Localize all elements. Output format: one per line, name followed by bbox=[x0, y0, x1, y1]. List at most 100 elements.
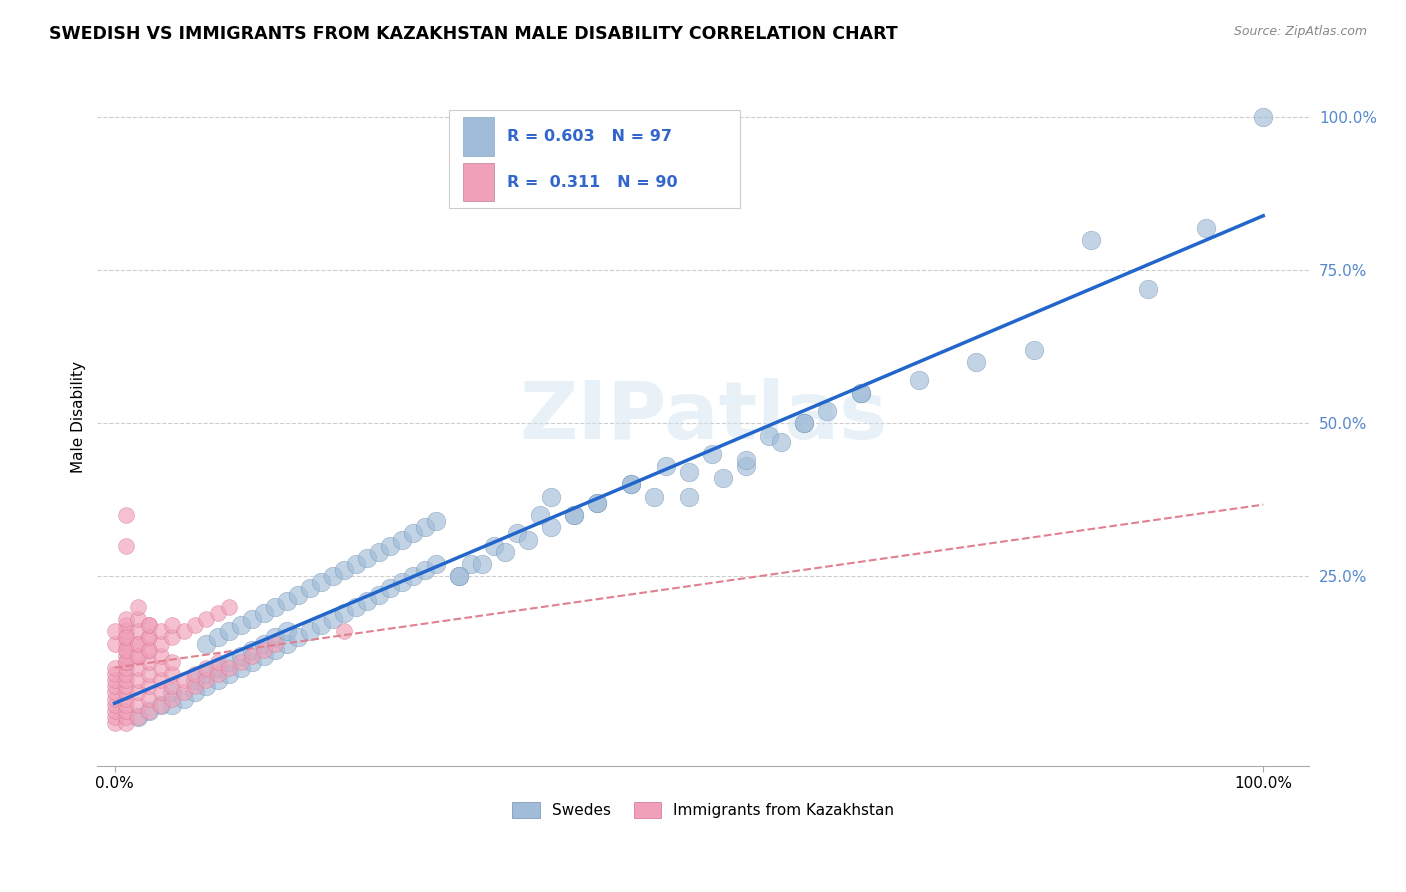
Point bbox=[160, 655, 183, 669]
Text: SWEDISH VS IMMIGRANTS FROM KAZAKHSTAN MALE DISABILITY CORRELATION CHART: SWEDISH VS IMMIGRANTS FROM KAZAKHSTAN MA… bbox=[49, 25, 898, 43]
Point bbox=[367, 545, 389, 559]
Point bbox=[562, 508, 585, 522]
Point bbox=[115, 667, 138, 681]
Point bbox=[1251, 111, 1274, 125]
Point bbox=[586, 496, 609, 510]
Point bbox=[173, 691, 195, 706]
Point bbox=[380, 539, 402, 553]
Point bbox=[207, 631, 229, 645]
Point bbox=[149, 673, 172, 688]
Point bbox=[333, 624, 356, 639]
Point bbox=[529, 508, 551, 522]
Point bbox=[103, 698, 125, 712]
Point bbox=[149, 636, 172, 650]
Point bbox=[115, 648, 138, 663]
Point bbox=[218, 661, 240, 675]
Point bbox=[253, 642, 276, 657]
Point bbox=[149, 685, 172, 699]
Point bbox=[127, 636, 149, 650]
Point bbox=[127, 661, 149, 675]
Point bbox=[103, 673, 125, 688]
Point bbox=[138, 642, 160, 657]
Point bbox=[115, 698, 138, 712]
Point bbox=[402, 569, 425, 583]
Y-axis label: Male Disability: Male Disability bbox=[72, 361, 86, 473]
Point bbox=[160, 618, 183, 632]
Point bbox=[264, 599, 287, 614]
Point bbox=[195, 636, 218, 650]
Point bbox=[367, 588, 389, 602]
Point bbox=[333, 563, 356, 577]
Point bbox=[115, 716, 138, 731]
Point bbox=[229, 618, 252, 632]
Point bbox=[758, 428, 780, 442]
Point bbox=[711, 471, 734, 485]
Point bbox=[218, 624, 240, 639]
Point bbox=[207, 661, 229, 675]
Point bbox=[391, 533, 413, 547]
Point bbox=[103, 636, 125, 650]
Bar bbox=[464, 162, 494, 201]
Point bbox=[103, 716, 125, 731]
Point bbox=[138, 618, 160, 632]
Point bbox=[311, 618, 333, 632]
Point bbox=[505, 526, 527, 541]
Point bbox=[793, 417, 815, 431]
Point bbox=[449, 569, 471, 583]
Point bbox=[138, 631, 160, 645]
Point bbox=[103, 679, 125, 693]
Point bbox=[620, 477, 643, 491]
Point bbox=[851, 385, 873, 400]
Point bbox=[149, 648, 172, 663]
Point bbox=[115, 661, 138, 675]
Point bbox=[138, 679, 160, 693]
Point bbox=[700, 447, 723, 461]
Point bbox=[253, 606, 276, 620]
Point bbox=[127, 648, 149, 663]
Point bbox=[184, 685, 207, 699]
Point bbox=[127, 636, 149, 650]
Point bbox=[333, 606, 356, 620]
Point bbox=[160, 679, 183, 693]
Point bbox=[735, 459, 758, 474]
Point bbox=[322, 612, 344, 626]
Point bbox=[173, 685, 195, 699]
Point bbox=[907, 374, 929, 388]
Point bbox=[413, 520, 436, 534]
Point bbox=[655, 459, 678, 474]
Point bbox=[127, 673, 149, 688]
Point bbox=[253, 648, 276, 663]
Point bbox=[460, 557, 482, 571]
Point bbox=[620, 477, 643, 491]
FancyBboxPatch shape bbox=[449, 111, 740, 208]
Point bbox=[195, 679, 218, 693]
Point bbox=[115, 710, 138, 724]
Point bbox=[115, 636, 138, 650]
Point bbox=[207, 655, 229, 669]
Point bbox=[207, 606, 229, 620]
Point bbox=[103, 691, 125, 706]
Point bbox=[207, 667, 229, 681]
Point bbox=[218, 655, 240, 669]
Point bbox=[264, 636, 287, 650]
Point bbox=[380, 582, 402, 596]
Point bbox=[103, 667, 125, 681]
Point bbox=[678, 465, 700, 479]
Point bbox=[229, 661, 252, 675]
Point bbox=[115, 679, 138, 693]
Point bbox=[184, 673, 207, 688]
Point bbox=[195, 661, 218, 675]
Point bbox=[586, 496, 609, 510]
Point bbox=[356, 593, 378, 607]
Point bbox=[517, 533, 540, 547]
Point bbox=[413, 563, 436, 577]
Point bbox=[965, 355, 987, 369]
Point bbox=[322, 569, 344, 583]
Point bbox=[482, 539, 505, 553]
Point bbox=[115, 642, 138, 657]
Point bbox=[425, 557, 447, 571]
Point bbox=[391, 575, 413, 590]
Point bbox=[160, 685, 183, 699]
Point bbox=[127, 624, 149, 639]
Point bbox=[562, 508, 585, 522]
